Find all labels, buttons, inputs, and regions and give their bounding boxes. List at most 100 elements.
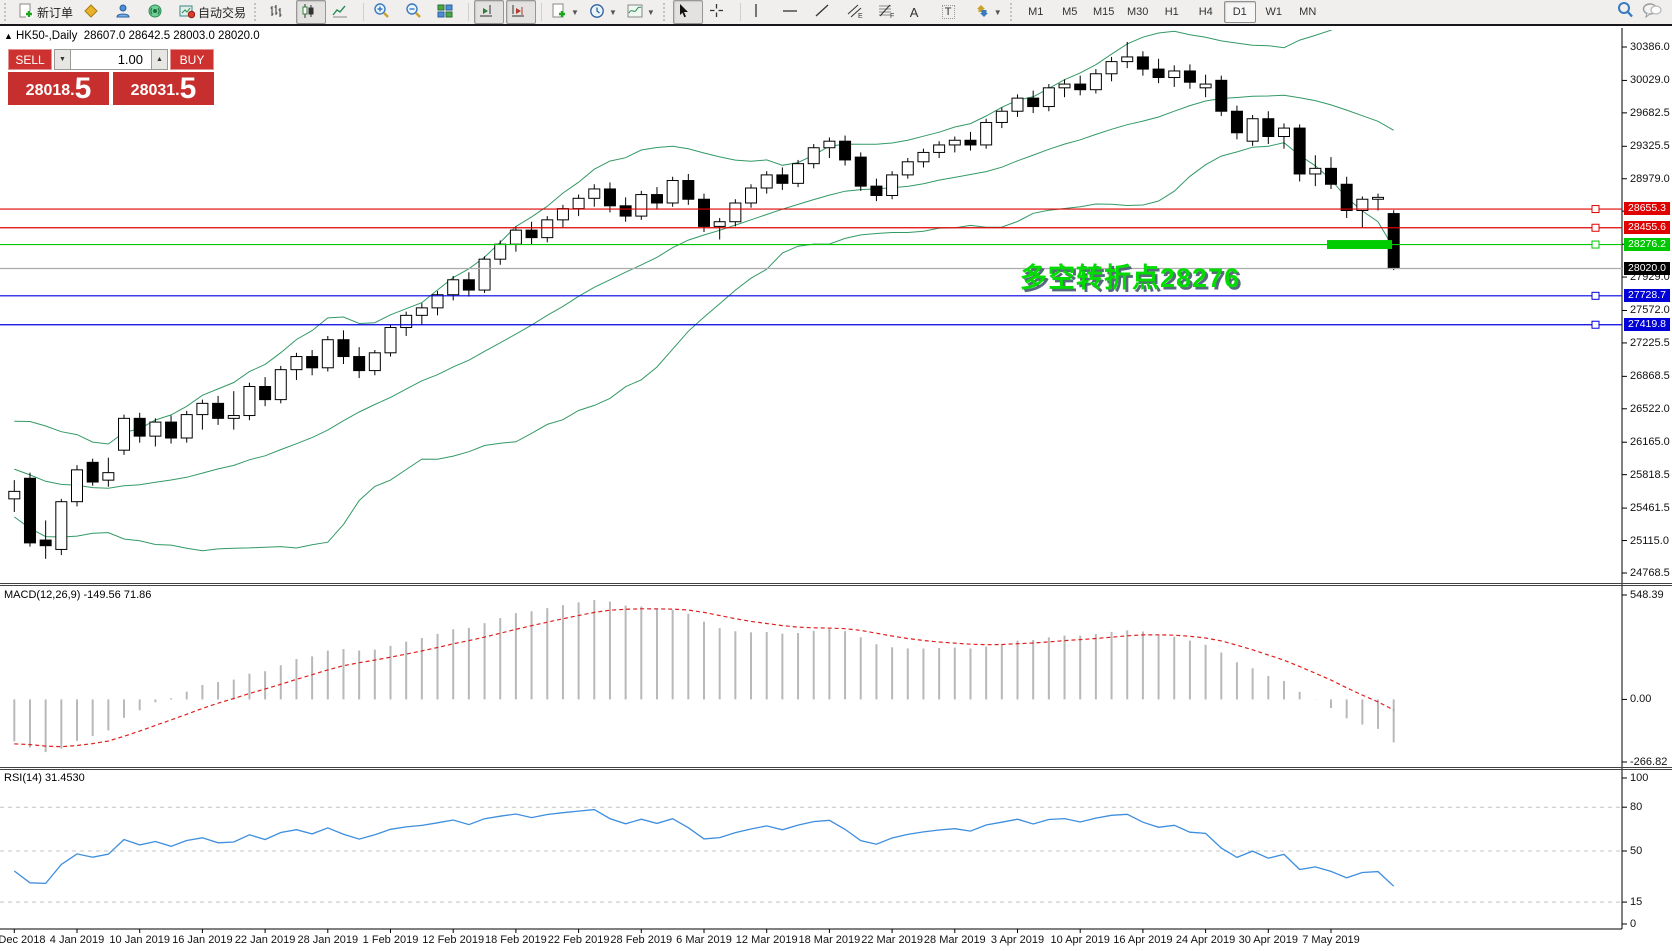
bollinger-lower-band	[14, 142, 1395, 552]
sell-price-box[interactable]: 28018 . 5	[8, 72, 109, 105]
text-label-button[interactable]: T	[938, 0, 968, 24]
arrows-button[interactable]: ▼	[970, 0, 1006, 24]
market-watch-icon	[83, 3, 99, 22]
zoom-out-button[interactable]	[401, 0, 431, 24]
period-button[interactable]: ▼	[585, 0, 621, 24]
tab-w1[interactable]: W1	[1265, 6, 1282, 18]
trendline-icon	[814, 3, 830, 21]
chart-annotation-text[interactable]: 多空转折点28276	[1020, 263, 1241, 293]
trend-highlight-bar[interactable]	[1327, 240, 1392, 250]
text-label-icon: T	[941, 5, 955, 19]
zoom-out-icon	[405, 2, 422, 22]
candle-body	[572, 197, 585, 210]
templates-button[interactable]: ▼	[547, 0, 583, 24]
candle-body	[635, 194, 648, 217]
toolbar-grip	[662, 3, 669, 21]
candle-body	[917, 151, 930, 163]
toolbar-separator	[468, 3, 470, 21]
volume-increase-button[interactable]: ▲	[151, 49, 168, 70]
candle-body	[509, 229, 522, 245]
candle-body	[290, 356, 303, 371]
chat-icon[interactable]	[1642, 2, 1662, 23]
zoom-in-icon	[373, 2, 390, 22]
chart-canvas	[0, 28, 1672, 933]
market-watch-button[interactable]	[79, 0, 109, 24]
price-tick-label: 25115.0	[1630, 534, 1669, 547]
volume-decrease-button[interactable]: ▼	[54, 49, 71, 70]
fibonacci-button[interactable]: F	[874, 0, 904, 24]
date-tick-label: 1 Feb 2019	[362, 934, 419, 946]
rsi-axis-label: 0	[1630, 918, 1637, 930]
chart-shift-button[interactable]	[506, 0, 537, 24]
candle-body	[368, 352, 381, 372]
date-tick-label: 22 Mar 2019	[861, 934, 923, 946]
date-tick-label: 12 Feb 2019	[422, 934, 485, 946]
tab-m1[interactable]: M1	[1028, 6, 1044, 18]
candle-body	[212, 402, 225, 419]
candle-body	[447, 279, 460, 296]
candle-body	[1027, 97, 1040, 108]
rsi-indicator-label: RSI(14) 31.4530	[4, 772, 85, 784]
toolbar-grip	[254, 3, 260, 21]
svg-text:E: E	[858, 13, 863, 19]
tab-mn[interactable]: MN	[1299, 6, 1317, 18]
line-handle	[1591, 205, 1600, 214]
tab-m15[interactable]: M15	[1093, 6, 1115, 18]
trendline-button[interactable]	[810, 0, 840, 24]
buy-price-box[interactable]: 28031 . 5	[113, 72, 214, 105]
candle-body	[102, 472, 115, 481]
candle-body	[23, 477, 36, 544]
price-tick-label: 28979.0	[1630, 172, 1670, 185]
auto-scroll-button[interactable]	[474, 0, 505, 24]
vertical-line-button[interactable]	[746, 0, 776, 24]
tile-windows-button[interactable]	[433, 0, 463, 24]
indicators-button[interactable]: ▼	[623, 0, 659, 24]
candle-body	[713, 221, 726, 227]
tab-m5[interactable]: M5	[1062, 6, 1078, 18]
candle-body	[666, 180, 679, 204]
tab-h1[interactable]: H1	[1164, 6, 1179, 18]
candle-body	[1372, 196, 1385, 200]
autotrading-button[interactable]: 自动交易	[175, 0, 250, 24]
tab-m30[interactable]: M30	[1127, 6, 1149, 18]
symbol-ohlc-title: HK50-,Daily 28607.0 28642.5 28003.0 2802…	[16, 30, 260, 42]
signals-button[interactable]	[143, 0, 173, 24]
candle-body	[337, 339, 350, 358]
equidistant-channel-button[interactable]: E	[842, 0, 872, 24]
tab-h4[interactable]: H4	[1198, 6, 1213, 18]
candle-body	[776, 174, 789, 184]
tab-d1[interactable]: D1	[1223, 1, 1256, 23]
profile-button[interactable]	[111, 0, 141, 24]
volume-input[interactable]	[71, 49, 151, 70]
candle-body	[807, 147, 820, 165]
macd-axis-zero: 0.00	[1630, 693, 1652, 706]
candlestick-chart-button[interactable]	[296, 0, 327, 24]
date-tick-label: 18 Mar 2019	[798, 934, 861, 946]
indicators-icon	[627, 3, 643, 22]
fibonacci-icon: F	[878, 3, 896, 22]
buy-price: 28031	[130, 82, 176, 99]
crosshair-button[interactable]	[705, 0, 735, 24]
new-order-button[interactable]: 新订单	[14, 0, 77, 24]
sell-button[interactable]: SELL	[8, 49, 52, 70]
one-click-collapse-icon[interactable]: ▲	[4, 31, 13, 41]
horizontal-line-button[interactable]	[778, 0, 808, 24]
candle-body	[839, 140, 852, 161]
line-chart-button[interactable]	[328, 0, 358, 24]
candle-body	[588, 188, 601, 199]
text-button[interactable]: A	[906, 0, 936, 24]
candle-body	[55, 501, 68, 550]
line-chart-icon	[332, 3, 348, 22]
candle-body	[1340, 183, 1353, 211]
sell-price-dot: .	[70, 82, 75, 99]
date-tick-label: 7 May 2019	[1302, 934, 1360, 946]
search-icon[interactable]	[1616, 1, 1634, 24]
chart-shift-icon	[510, 3, 526, 22]
bar-chart-button[interactable]	[264, 0, 294, 24]
buy-button[interactable]: BUY	[170, 49, 214, 70]
buy-price-pips: 5	[179, 72, 197, 105]
chart-area[interactable]: 30386.030029.029682.529325.528979.028632…	[0, 28, 1672, 951]
zoom-in-button[interactable]	[369, 0, 399, 24]
cursor-button[interactable]	[672, 0, 703, 24]
rsi-name: RSI(14)	[4, 772, 42, 784]
